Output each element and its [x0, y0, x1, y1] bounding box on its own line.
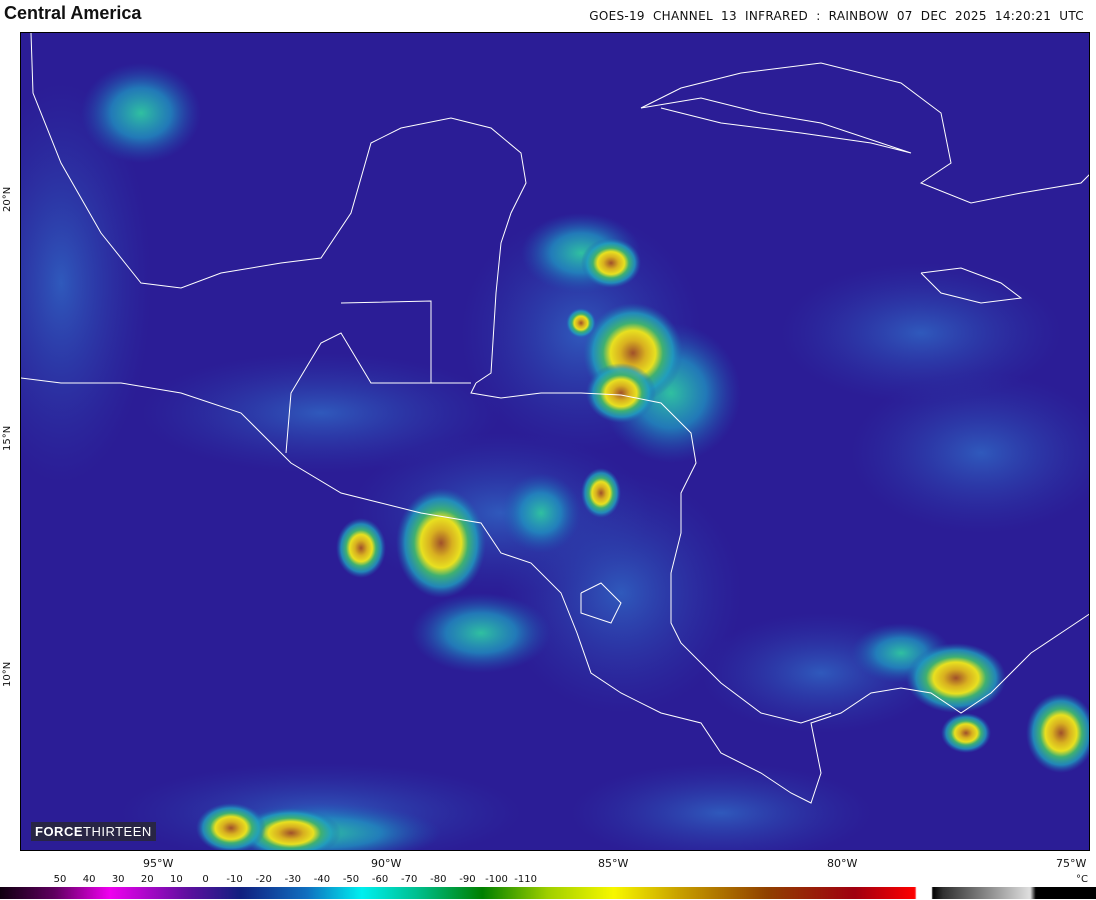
- image-time: 14:20:21 UTC: [994, 9, 1084, 23]
- cloud: [336, 518, 386, 578]
- lat-label: 10°N: [2, 661, 13, 687]
- cloud: [396, 488, 486, 598]
- coastline: [430, 301, 471, 384]
- cloud: [241, 808, 341, 850]
- cloud: [411, 593, 551, 673]
- cloud: [941, 713, 991, 753]
- colorbar-label: -110: [514, 874, 537, 885]
- cloud: [781, 263, 1061, 403]
- cloud: [851, 373, 1089, 533]
- coastlines: [21, 33, 1089, 804]
- satellite-name: GOES-19: [589, 9, 645, 23]
- lon-label: 90°W: [371, 857, 402, 870]
- cloud-layer: [21, 63, 1089, 850]
- palette-name: RAINBOW: [828, 9, 889, 23]
- colorbar-label: 20: [140, 874, 154, 885]
- coastline: [580, 582, 622, 624]
- logo-part1: FORCE: [35, 824, 83, 839]
- map-title: Central America: [4, 3, 142, 23]
- cloud: [586, 363, 656, 423]
- colorbar-label: -20: [255, 874, 272, 885]
- lon-label: 95°W: [143, 857, 174, 870]
- coastline: [21, 377, 1089, 804]
- colorbar-label: 0: [202, 874, 209, 885]
- lat-label: 15°N: [2, 425, 13, 451]
- cloud: [196, 803, 266, 850]
- lon-label: 80°W: [827, 857, 858, 870]
- cloud: [581, 468, 621, 518]
- cloud: [81, 63, 201, 163]
- colorbar-label: -40: [313, 874, 331, 885]
- colorbar-label: -10: [226, 874, 243, 885]
- colorbar-label: -100: [485, 874, 508, 885]
- cloud: [566, 308, 596, 338]
- logo-part2: THIRTEEN: [83, 824, 152, 839]
- channel-name: CHANNEL 13 INFRARED: [653, 9, 809, 23]
- image-date: 07 DEC 2025: [896, 9, 987, 23]
- colorbar-label: 10: [170, 874, 183, 885]
- colorbar-label: -30: [284, 874, 301, 885]
- cloud: [1026, 693, 1089, 773]
- coastline: [640, 97, 912, 154]
- colorbar-label: 40: [82, 874, 96, 885]
- colorbar-label: -50: [342, 874, 360, 885]
- image-info: GOES-19 CHANNEL 13 INFRARED : RAINBOW 07…: [589, 9, 1084, 23]
- colorbar-label: -70: [401, 874, 418, 885]
- lon-label: 75°W: [1056, 857, 1087, 870]
- lon-label: 85°W: [598, 857, 629, 870]
- cloud: [501, 473, 581, 553]
- satellite-map[interactable]: [20, 32, 1090, 851]
- cloud: [581, 238, 641, 288]
- cloud: [571, 763, 871, 850]
- lat-label: 20°N: [2, 186, 13, 212]
- coastline: [640, 62, 1089, 204]
- colorbar-label: 30: [111, 874, 125, 885]
- map-layer: [21, 33, 1089, 850]
- colorbar-label: -60: [371, 874, 389, 885]
- coastline: [920, 267, 1023, 304]
- cloud: [906, 643, 1006, 713]
- colorbar-unit: °C: [1076, 874, 1088, 885]
- coastline: [470, 382, 832, 724]
- colorbar-label: -90: [459, 874, 476, 885]
- coastline: [30, 33, 527, 384]
- separator: :: [816, 9, 821, 23]
- temperature-colorbar: [0, 887, 1096, 899]
- force-thirteen-logo: FORCETHIRTEEN: [31, 822, 156, 841]
- colorbar-label: 50: [53, 874, 67, 885]
- colorbar-label: -80: [430, 874, 447, 885]
